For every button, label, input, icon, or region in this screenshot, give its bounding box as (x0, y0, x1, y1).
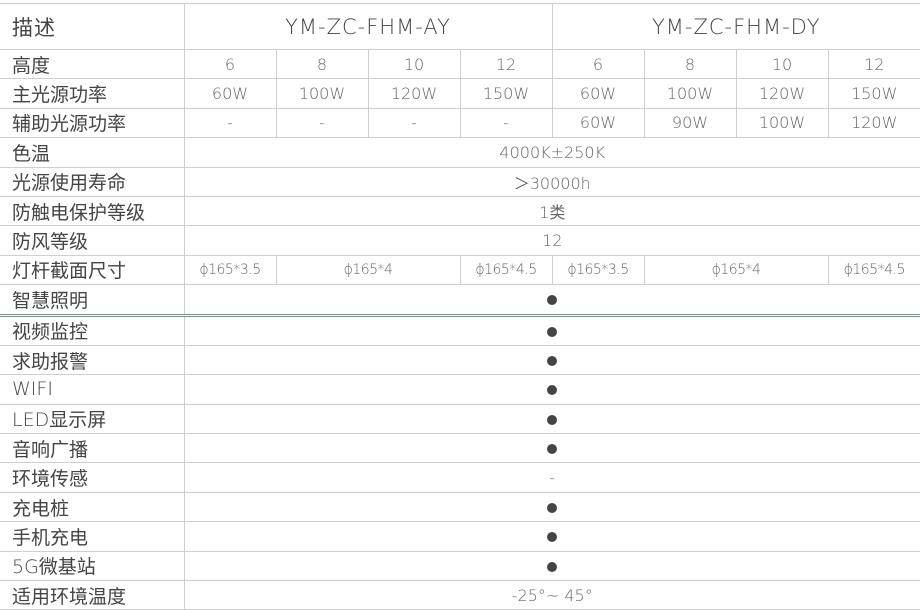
table-cell: - (275, 107, 369, 139)
table-cell: ϕ165*4.5 (827, 254, 920, 286)
table-cell: ＞30000h (183, 166, 920, 197)
dot-icon (547, 503, 558, 514)
table-cell: 150W (827, 78, 920, 109)
dot-icon (547, 326, 558, 337)
table-cell: 120W (827, 107, 920, 139)
table-cell: 8 (643, 48, 737, 80)
row-feature: 5G微基站 (0, 550, 920, 582)
row-label: 音响广播 (0, 433, 185, 464)
table-cell: 120W (367, 78, 461, 109)
row-feature: 视频监控 (0, 314, 920, 346)
table-cell (183, 284, 920, 317)
row-feature: 智慧照明 (0, 284, 920, 317)
table-cell: - (367, 107, 461, 139)
dot-icon (547, 356, 558, 367)
table-cell: 12 (183, 225, 920, 256)
row-label: 辅助光源功率 (0, 107, 185, 139)
row-label: 环境传感 (0, 462, 185, 493)
row-label: 手机充电 (0, 521, 185, 552)
table-cell: - (183, 107, 277, 139)
table-cell: 150W (459, 78, 553, 109)
table-cell: 100W (275, 78, 369, 109)
table-cell: 60W (551, 107, 645, 139)
table-cell: 120W (735, 78, 829, 109)
row-label: LED显示屏 (0, 403, 185, 435)
row-label: 求助报警 (0, 344, 185, 376)
dot-icon (547, 532, 558, 543)
table-cell: - (459, 107, 553, 139)
table-cell: 12 (459, 48, 553, 80)
dot-icon (547, 444, 558, 455)
row-temp: 适用环境温度 -25°~ 45° (0, 580, 920, 610)
row-label: 主光源功率 (0, 78, 185, 109)
row-wind: 防风等级 12 (0, 225, 920, 256)
row-feature: 环境传感 - (0, 462, 920, 493)
header-label: 描述 (0, 3, 185, 50)
dot-icon (547, 561, 558, 572)
dot-icon (547, 295, 558, 306)
table-cell (183, 491, 920, 523)
table-cell: ϕ165*3.5 (183, 254, 277, 286)
table-cell: 8 (275, 48, 369, 80)
row-label: 光源使用寿命 (0, 166, 185, 197)
row-label: 防触电保护等级 (0, 195, 185, 227)
row-label: 充电桩 (0, 491, 185, 523)
table-cell: 1类 (183, 195, 920, 227)
table-cell: 100W (643, 78, 737, 109)
dot-icon (547, 385, 558, 396)
row-height: 高度 6 8 10 12 6 8 10 12 (0, 48, 920, 80)
row-feature: 手机充电 (0, 521, 920, 552)
table-cell (183, 433, 920, 464)
table-cell (183, 521, 920, 552)
row-shock: 防触电保护等级 1类 (0, 195, 920, 227)
table-cell (183, 374, 920, 405)
table-cell: 60W (551, 78, 645, 109)
table-cell: 6 (183, 48, 277, 80)
row-main_power: 主光源功率 60W 100W 120W 150W 60W 100W 120W 150W (0, 78, 920, 109)
table-cell: 4000K±250K (183, 137, 920, 168)
row-label: WIFI (0, 374, 185, 405)
row-color_temp: 色温 4000K±250K (0, 137, 920, 168)
row-aux_power: 辅助光源功率 - - - -60W 90W 100W 120W (0, 107, 920, 139)
row-feature: WIFI (0, 374, 920, 405)
row-feature: 音响广播 (0, 433, 920, 464)
table-cell (183, 344, 920, 376)
row-label: 高度 (0, 48, 185, 80)
row-feature: LED显示屏 (0, 403, 920, 435)
row-label: 智慧照明 (0, 284, 185, 317)
row-label: 适用环境温度 (0, 580, 185, 610)
table-cell: 10 (735, 48, 829, 80)
table-cell (183, 550, 920, 582)
table-cell (183, 314, 920, 346)
model-dy: YM-ZC-FHM-DY (551, 3, 920, 50)
header-row: 描述 YM-ZC-FHM-AY YM-ZC-FHM-DY (0, 3, 920, 50)
row-lifetime: 光源使用寿命 ＞30000h (0, 166, 920, 197)
row-feature: 充电桩 (0, 491, 920, 523)
table-cell: ϕ165*4.5 (459, 254, 553, 286)
table-cell: ϕ165*3.5 (551, 254, 645, 286)
table-cell: 10 (367, 48, 461, 80)
table-cell: 6 (551, 48, 645, 80)
table-cell: 12 (827, 48, 920, 80)
table-cell: 100W (735, 107, 829, 139)
model-ay: YM-ZC-FHM-AY (183, 3, 553, 50)
row-pole: 灯杆截面尺寸 ϕ165*3.5 ϕ165*4 ϕ165*4.5 ϕ165*3.5 ϕ165… (0, 254, 920, 286)
table-cell: -25°~ 45° (183, 580, 920, 610)
row-label: 灯杆截面尺寸 (0, 254, 185, 286)
table-cell: - (183, 462, 920, 493)
row-label: 色温 (0, 137, 185, 168)
table-cell: ϕ165*4 (643, 254, 829, 286)
dot-icon (547, 414, 558, 425)
table-cell: ϕ165*4 (275, 254, 461, 286)
row-label: 防风等级 (0, 225, 185, 256)
table-cell: 60W (183, 78, 277, 109)
table-cell (183, 403, 920, 435)
row-label: 5G微基站 (0, 550, 185, 582)
spec-table: 描述 YM-ZC-FHM-AY YM-ZC-FHM-DY 高度 6 8 10 12 6 8 1… (0, 3, 920, 610)
row-label: 视频监控 (0, 314, 185, 346)
row-feature: 求助报警 (0, 344, 920, 376)
table-cell: 90W (643, 107, 737, 139)
